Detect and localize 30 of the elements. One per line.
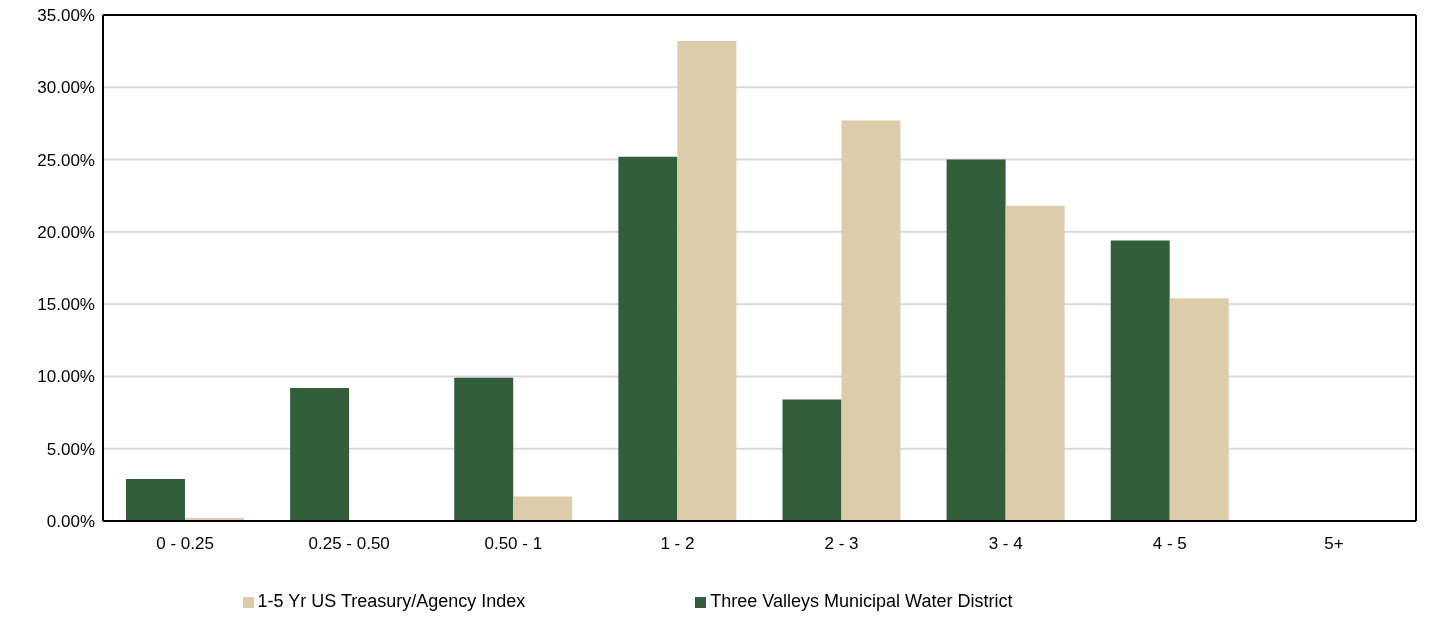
x-tick-label: 4 - 5 xyxy=(1152,534,1187,554)
legend-label: 1-5 Yr US Treasury/Agency Index xyxy=(257,591,526,611)
bar xyxy=(841,120,901,521)
bar xyxy=(946,159,1006,521)
y-tick-label: 15.00% xyxy=(37,295,95,315)
y-tick-label: 5.00% xyxy=(46,439,95,459)
bar xyxy=(1169,298,1229,521)
legend-label: Three Valleys Municipal Water District xyxy=(710,591,1013,611)
y-tick-label: 30.00% xyxy=(37,78,95,98)
bar xyxy=(290,387,350,521)
x-tick-label: 0.25 - 0.50 xyxy=(308,534,390,554)
y-tick-label: 10.00% xyxy=(37,367,95,387)
bar xyxy=(782,399,842,521)
bar xyxy=(1005,205,1065,521)
bar xyxy=(1110,240,1170,521)
bar xyxy=(677,41,737,521)
bar xyxy=(454,377,514,521)
y-tick-label: 20.00% xyxy=(37,222,95,242)
x-tick-label: 5+ xyxy=(1324,534,1344,554)
x-tick-label: 1 - 2 xyxy=(660,534,695,554)
y-tick-label: 35.00% xyxy=(37,6,95,26)
x-tick-label: 0 - 0.25 xyxy=(156,534,214,554)
x-tick-label: 2 - 3 xyxy=(824,534,859,554)
bar xyxy=(618,156,678,521)
y-tick-label: 25.00% xyxy=(37,150,95,170)
bar xyxy=(513,496,573,521)
x-tick-label: 3 - 4 xyxy=(988,534,1023,554)
y-tick-label: 0.00% xyxy=(46,512,95,532)
bar xyxy=(125,479,185,521)
x-tick-label: 0.50 - 1 xyxy=(484,534,543,554)
